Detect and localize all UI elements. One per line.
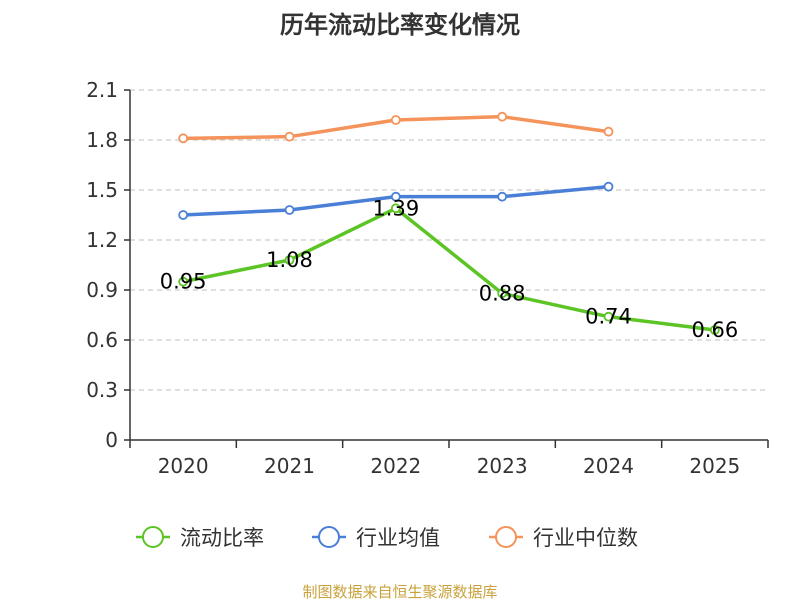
x-tick-label: 2021 — [264, 454, 315, 478]
y-tick-label: 1.5 — [86, 178, 118, 202]
y-tick-label: 1.2 — [86, 228, 118, 252]
x-tick-label: 2025 — [689, 454, 740, 478]
y-tick-label: 0.6 — [86, 328, 118, 352]
data-point[interactable] — [284, 205, 295, 215]
y-tick-label: 0 — [105, 428, 118, 452]
y-tick-label: 0.9 — [86, 278, 118, 302]
data-point[interactable] — [709, 325, 720, 335]
data-point[interactable] — [284, 255, 295, 265]
y-tick-label: 0.3 — [86, 378, 118, 402]
data-label: 1.39 — [372, 196, 419, 220]
source-note: 制图数据来自恒生聚源数据库 — [302, 583, 497, 600]
data-label: 0.95 — [160, 270, 207, 294]
data-point[interactable] — [284, 131, 295, 142]
legend-label: 行业均值 — [356, 526, 440, 550]
data-label: 0.88 — [479, 281, 526, 305]
data-label: 0.66 — [691, 318, 738, 342]
legend-item-2[interactable]: 行业中位数 — [489, 526, 638, 550]
legend-marker-icon — [142, 526, 164, 548]
y-tick-label: 2.1 — [86, 78, 118, 102]
chart-title: 历年流动比率变化情况 — [280, 11, 520, 39]
data-point[interactable] — [178, 210, 189, 220]
legend-label: 流动比率 — [180, 526, 264, 550]
grid-lines — [130, 89, 768, 391]
data-point[interactable] — [390, 115, 401, 125]
x-tick-label: 2020 — [158, 454, 209, 478]
data-label: 0.74 — [585, 305, 632, 329]
data-point[interactable] — [390, 203, 401, 214]
data-point[interactable] — [603, 126, 614, 137]
legend-label: 行业中位数 — [533, 526, 638, 550]
axes: 0 0.3 0.6 0.9 1.2 1.5 1.8 2.1 2020 2021 2022 2023 20… — [86, 78, 769, 478]
data-point[interactable] — [497, 288, 508, 299]
legend-item-1[interactable]: 行业均值 — [312, 526, 440, 550]
data-point[interactable] — [603, 181, 614, 192]
y-tick-label: 1.8 — [86, 128, 118, 152]
x-tick-label: 2024 — [583, 454, 634, 478]
data-point[interactable] — [390, 191, 401, 202]
legend-marker-icon — [318, 526, 340, 548]
legend[interactable]: 流动比率 行业均值 行业中位数 — [136, 526, 638, 550]
data-point[interactable] — [178, 133, 189, 144]
x-tick-label: 2023 — [477, 454, 528, 478]
data-point[interactable] — [178, 276, 189, 287]
legend-item-0[interactable]: 流动比率 — [136, 526, 264, 550]
data-point[interactable] — [497, 191, 508, 202]
legend-marker-icon — [495, 526, 517, 548]
data-label: 1.08 — [266, 248, 313, 272]
series-line-0 — [182, 206, 716, 332]
data-point[interactable] — [603, 311, 614, 322]
data-point[interactable] — [497, 111, 508, 122]
series-layer: 0.95 1.08 1.39 0.88 0.74 0.66 — [160, 111, 738, 342]
x-tick-label: 2022 — [370, 454, 421, 478]
